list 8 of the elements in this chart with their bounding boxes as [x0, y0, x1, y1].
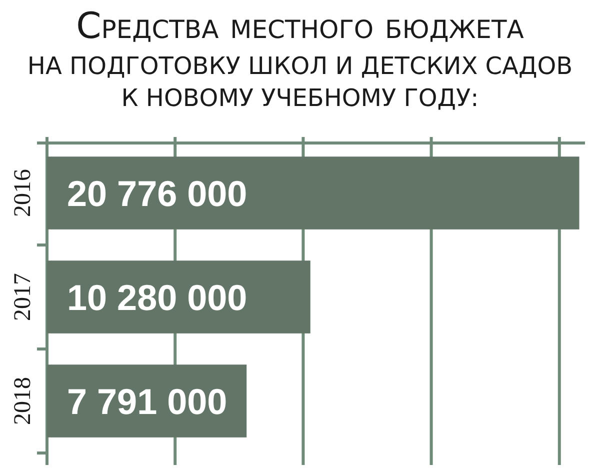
- y-tick-label: 2017: [10, 273, 36, 321]
- chart-subtitle: НА ПОДГОТОВКУ ШКОЛ И ДЕТСКИХ САДОВ К НОВОМУ УЧЕБНОМУ ГОДУ:: [27, 52, 573, 112]
- data-label: 20 776 000: [67, 172, 248, 214]
- y-tick-label: 2016: [10, 169, 36, 217]
- data-label: 7 791 000: [67, 380, 228, 422]
- data-label: 10 280 000: [67, 276, 248, 318]
- chart-title: Средства местного бюджета: [76, 6, 524, 47]
- y-tick-label: 2018: [10, 377, 36, 425]
